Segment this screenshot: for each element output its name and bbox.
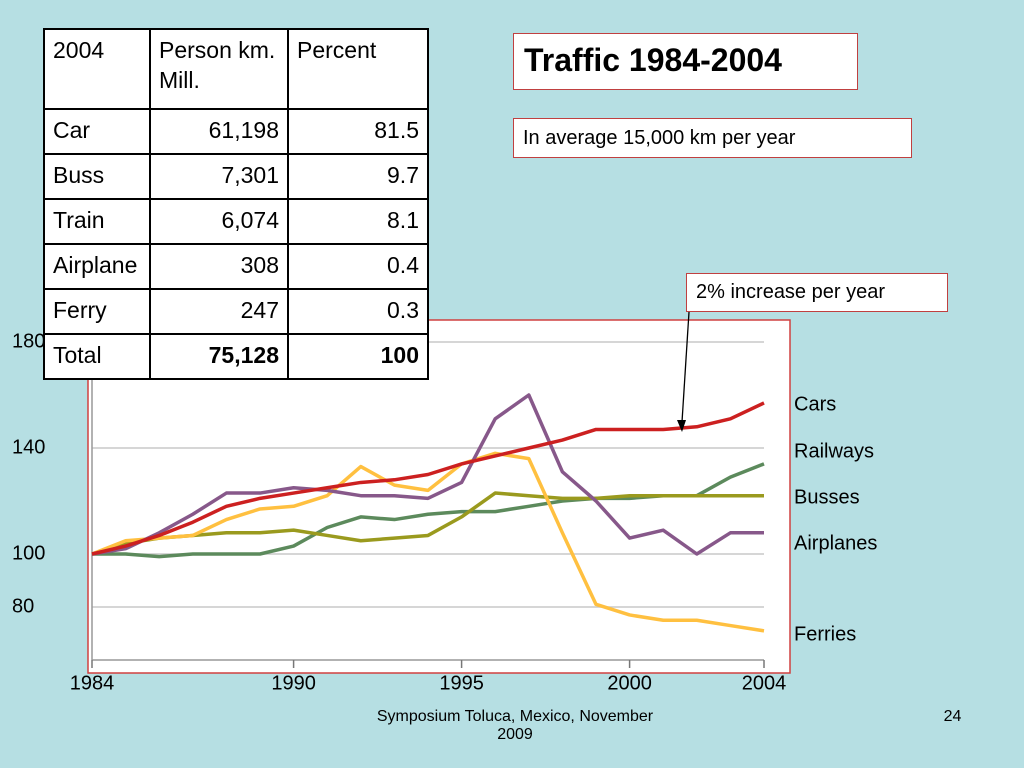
legend-label: Railways: [794, 440, 874, 462]
legend-label: Cars: [794, 393, 836, 415]
note: In average 15,000 km per year: [513, 118, 912, 158]
table-cell: 0.4: [287, 243, 429, 290]
page-number: 24: [943, 708, 962, 725]
table-cell: 100: [287, 333, 429, 380]
table-cell: Airplane: [43, 243, 151, 290]
table-row: Car 61,198 81.5: [43, 108, 429, 155]
header-cell: 2004: [43, 28, 151, 110]
arrow-head: [677, 420, 686, 432]
legend-label: Busses: [794, 486, 860, 508]
y-tick-label: 140: [12, 436, 45, 458]
footer: Symposium Toluca, Mexico, November 2009: [376, 708, 654, 743]
table-cell: 61,198: [149, 108, 289, 155]
arrow: [681, 311, 690, 423]
table-cell: 75,128: [149, 333, 289, 380]
table-row: Train 6,074 8.1: [43, 198, 429, 245]
table-cell: Train: [43, 198, 151, 245]
table-cell: 247: [149, 288, 289, 335]
series-line: [91, 393, 764, 556]
table-row: Total 75,128 100: [43, 333, 429, 380]
x-tick-label: 2000: [607, 672, 652, 694]
header-cell: Person km. Mill.: [149, 28, 289, 110]
table-cell: 9.7: [287, 153, 429, 200]
annotation: 2% increase per year: [686, 273, 948, 312]
legend-label: Airplanes: [794, 532, 877, 554]
x-tick-label: 2004: [742, 672, 787, 694]
series-line: [91, 451, 765, 633]
table-header: 2004 Person km. Mill. Percent: [43, 28, 429, 110]
series-line: [91, 491, 764, 556]
table-cell: 308: [149, 243, 289, 290]
x-tick-label: 1990: [271, 672, 316, 694]
table-cell: 7,301: [149, 153, 289, 200]
table-row: Airplane 308 0.4: [43, 243, 429, 290]
table-cell: 8.1: [287, 198, 429, 245]
table-cell: 0.3: [287, 288, 429, 335]
y-tick-label: 180: [12, 330, 45, 352]
table-cell: Car: [43, 108, 151, 155]
table-cell: Total: [43, 333, 151, 380]
table-cell: Buss: [43, 153, 151, 200]
x-tick-label: 1995: [439, 672, 484, 694]
table-row: Ferry 247 0.3: [43, 288, 429, 335]
x-tick-label: 1984: [70, 672, 115, 694]
table-cell: 6,074: [149, 198, 289, 245]
series-line: [91, 401, 765, 556]
header-cell: Percent: [287, 28, 429, 110]
y-tick-label: 100: [12, 542, 45, 564]
table-row: Buss 7,301 9.7: [43, 153, 429, 200]
legend-label: Ferries: [794, 623, 856, 645]
table-cell: 81.5: [287, 108, 429, 155]
table-cell: Ferry: [43, 288, 151, 335]
slide-title: Traffic 1984-2004: [513, 33, 858, 90]
y-tick-label: 80: [12, 595, 34, 617]
data-table: 2004 Person km. Mill. Percent Car 61,198 8…: [43, 28, 429, 380]
